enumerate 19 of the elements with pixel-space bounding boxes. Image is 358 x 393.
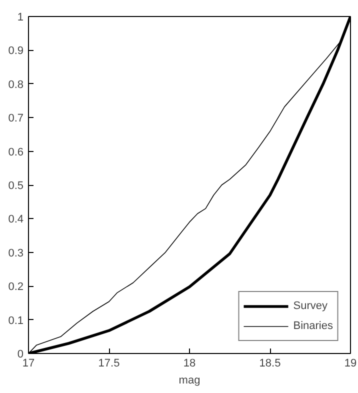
y-tick-label: 0.8 xyxy=(8,78,24,91)
y-tick-label: 0.5 xyxy=(8,180,24,192)
y-tick-label: 0.4 xyxy=(8,214,24,226)
y-tick-label: 0.3 xyxy=(8,247,24,260)
x-tick-label: 18 xyxy=(183,358,196,370)
x-tick-label: 17.5 xyxy=(98,358,120,370)
x-axis-title: mag xyxy=(178,374,200,386)
x-tick-label: 18.5 xyxy=(259,358,281,370)
y-tick-label: 0.2 xyxy=(8,281,24,294)
y-tick-label: 0 xyxy=(17,348,24,360)
y-tick-label: 1 xyxy=(17,12,24,24)
y-tick-label: 0.7 xyxy=(8,112,24,125)
legend-label: Binaries xyxy=(293,320,333,332)
y-tick-label: 0.6 xyxy=(8,146,24,158)
y-tick-label: 0.1 xyxy=(8,314,24,327)
x-tick-label: 19 xyxy=(344,358,357,370)
x-tick-label: 17 xyxy=(22,358,35,370)
legend-label: Survey xyxy=(293,300,328,312)
y-tick-label: 0.9 xyxy=(8,45,24,58)
